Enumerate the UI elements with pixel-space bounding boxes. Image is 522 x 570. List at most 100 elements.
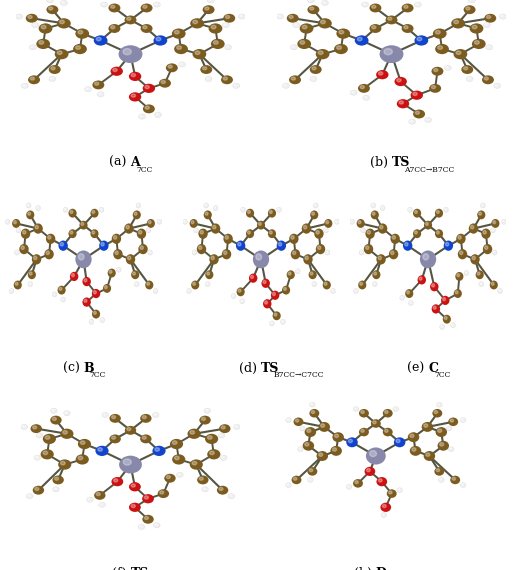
Circle shape [96,492,100,496]
Circle shape [408,300,413,306]
Circle shape [46,5,58,14]
Circle shape [111,5,115,9]
Circle shape [286,418,291,422]
Circle shape [93,291,97,294]
Circle shape [491,219,500,228]
Circle shape [241,300,242,302]
Circle shape [464,271,469,276]
Circle shape [167,475,170,479]
Circle shape [205,7,209,10]
Circle shape [117,268,119,270]
Circle shape [372,26,376,29]
Circle shape [35,487,39,491]
Circle shape [433,306,436,310]
Circle shape [312,67,316,70]
Circle shape [437,46,443,50]
Circle shape [205,282,210,287]
Circle shape [205,76,212,82]
Circle shape [51,67,55,70]
Circle shape [466,7,470,10]
Circle shape [64,208,66,210]
Circle shape [153,288,158,294]
Circle shape [424,424,428,428]
Circle shape [61,0,67,5]
Circle shape [142,494,154,503]
Circle shape [432,409,442,417]
Circle shape [79,221,88,230]
Circle shape [436,231,440,234]
Circle shape [444,65,451,70]
Circle shape [298,447,303,451]
Circle shape [187,290,189,291]
Circle shape [435,427,447,437]
Circle shape [481,229,491,239]
Circle shape [207,435,212,439]
Circle shape [454,289,462,298]
Circle shape [482,75,494,84]
Circle shape [449,447,452,449]
Circle shape [96,37,101,41]
Circle shape [99,241,109,251]
Circle shape [479,212,482,215]
Circle shape [207,449,220,459]
Circle shape [152,446,165,456]
Circle shape [414,2,421,7]
Circle shape [139,526,141,527]
Circle shape [432,284,435,287]
Circle shape [148,250,152,255]
Circle shape [156,113,158,115]
Circle shape [222,249,231,259]
Circle shape [491,282,494,286]
Circle shape [456,234,466,244]
Circle shape [487,15,491,19]
Circle shape [70,210,73,214]
Circle shape [64,410,70,416]
Circle shape [467,78,470,79]
Circle shape [401,24,413,33]
Circle shape [495,84,497,86]
Circle shape [207,0,215,3]
Circle shape [434,467,444,475]
Text: 7CC: 7CC [137,166,153,174]
Text: (f): (f) [112,567,130,570]
Circle shape [409,208,410,210]
Circle shape [443,315,451,324]
Circle shape [29,283,30,284]
Circle shape [374,272,377,275]
Circle shape [112,234,121,244]
Circle shape [133,210,141,219]
Circle shape [383,409,393,417]
Circle shape [140,24,152,33]
Circle shape [455,272,464,281]
Circle shape [28,15,32,19]
Circle shape [335,434,339,438]
Circle shape [87,497,93,502]
Circle shape [247,210,251,214]
Text: (a): (a) [109,156,130,169]
Text: TS: TS [130,567,149,570]
Circle shape [393,406,398,412]
Circle shape [355,35,369,46]
Circle shape [408,207,412,213]
Circle shape [78,254,84,260]
Circle shape [203,5,215,14]
Circle shape [461,483,464,485]
Text: (b): (b) [354,567,376,570]
Circle shape [282,286,290,295]
Circle shape [205,270,213,279]
Circle shape [179,62,186,67]
Circle shape [110,414,121,423]
Circle shape [432,67,443,76]
Circle shape [298,39,311,49]
Circle shape [92,310,100,319]
Circle shape [301,427,303,429]
Circle shape [330,446,342,456]
Circle shape [404,26,408,29]
Circle shape [300,426,305,431]
Circle shape [221,75,233,84]
Circle shape [143,515,154,524]
Circle shape [97,92,104,97]
Circle shape [409,119,416,124]
Circle shape [131,94,136,97]
Circle shape [425,117,432,123]
